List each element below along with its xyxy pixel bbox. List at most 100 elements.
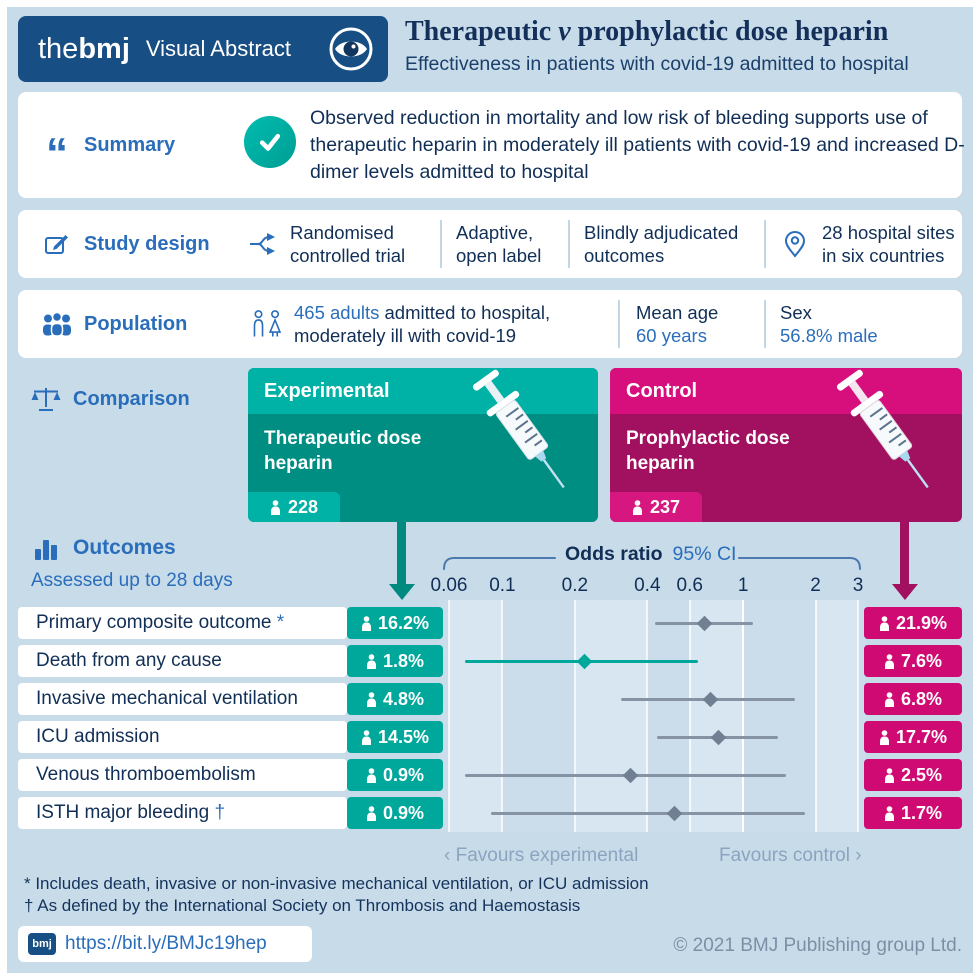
summary-section: “ Summary Observed reduction in mortalit…	[18, 92, 965, 198]
gridline	[646, 600, 649, 832]
plot-band	[858, 600, 866, 832]
gridline	[814, 600, 817, 832]
axis-tick-labels: 0.06 0.1 0.2 0.4 0.6 1 2 3	[431, 575, 866, 597]
reference-line	[742, 600, 745, 832]
study-design-section: Study design Randomised controlled trial …	[18, 210, 962, 278]
person-icon	[270, 499, 280, 515]
experimental-percentage-badge: 16.2%	[347, 607, 443, 639]
study-design-item-blinded: Blindly adjudicated outcomes	[584, 222, 739, 266]
person-icon	[366, 767, 376, 783]
people-icon	[40, 312, 74, 336]
control-percentage-badge: 21.9%	[864, 607, 962, 639]
experimental-percentage-badge: 1.8%	[347, 645, 443, 677]
experimental-arrow	[388, 522, 415, 600]
plot-band	[743, 600, 816, 832]
divider	[440, 220, 442, 268]
control-percentage-badge: 6.8%	[864, 683, 962, 715]
comparison-head: Comparison	[29, 385, 190, 413]
axis-tick: 1	[737, 575, 749, 596]
footnote-asterisk: * Includes death, invasive or non-invasi…	[24, 874, 649, 893]
bmj-logo: bmj	[78, 32, 130, 65]
bmj-logo-box: the bmj Visual Abstract	[18, 16, 388, 82]
summary-text: Observed reduction in mortality and low …	[310, 107, 965, 183]
divider	[568, 220, 570, 268]
forest-plot-panel	[439, 600, 866, 832]
outcome-label: Venous thromboembolism	[18, 759, 347, 791]
plot-band	[815, 600, 858, 832]
outcome-row: Primary composite outcome * 16.2% 21.9%	[18, 607, 962, 639]
person-icon	[632, 499, 642, 515]
axis-bracket	[443, 557, 861, 570]
footnote-marker: *	[276, 612, 285, 633]
plot-band	[689, 600, 744, 832]
control-percentage-badge: 7.6%	[864, 645, 962, 677]
person-icon	[884, 767, 894, 783]
page-subtitle: Effectiveness in patients with covid-19 …	[405, 53, 909, 75]
plot-band	[574, 600, 648, 832]
odds-ratio-marker	[696, 615, 713, 631]
person-icon	[366, 805, 376, 821]
gridline	[501, 600, 504, 832]
experimental-header: Experimental	[248, 368, 598, 414]
control-header: Control	[610, 368, 962, 414]
eye-icon	[328, 26, 374, 72]
control-percentage-badge: 2.5%	[864, 759, 962, 791]
experimental-n-badge: 228	[248, 492, 340, 522]
odds-ratio-marker	[577, 653, 593, 669]
footer-link-box: bmj https://bit.ly/BMJc19hep	[18, 926, 312, 962]
plot-band	[439, 600, 449, 832]
footnote-marker: †	[214, 802, 226, 823]
copyright-text: © 2021 BMJ Publishing group Ltd.	[673, 935, 962, 956]
study-design-item-sites: 28 hospital sites in six countries	[778, 210, 955, 278]
control-name: Prophylactic dose heparin	[626, 428, 790, 474]
favours-control-label: Favours control ›	[719, 845, 862, 866]
ci-overlay	[439, 607, 866, 639]
axis-tick: 0.1	[489, 575, 516, 596]
bmj-mini-logo: bmj	[28, 933, 56, 955]
population-mean-age: Mean age 60 years	[636, 302, 719, 346]
branch-icon	[246, 231, 280, 257]
bmj-logo-the: the	[38, 32, 79, 65]
gridline	[857, 600, 859, 832]
experimental-percentage-badge: 14.5%	[347, 721, 443, 753]
population-section: Population 465 adults admitted to hospit…	[18, 290, 962, 358]
population-count: 465 adults admitted to hospital, moderat…	[250, 290, 550, 358]
odds-ratio-marker	[702, 691, 719, 707]
person-icon	[884, 805, 894, 821]
population-label: Population	[84, 312, 188, 335]
divider	[764, 300, 766, 348]
experimental-percentage-badge: 0.9%	[347, 759, 443, 791]
outcome-row: Venous thromboembolism 0.9% 2.5%	[18, 759, 962, 791]
control-percentage-badge: 17.7%	[864, 721, 962, 753]
gridline	[448, 600, 450, 832]
axis-tick: 0.4	[634, 575, 661, 596]
plot-band	[449, 600, 503, 832]
footer-link[interactable]: https://bit.ly/BMJc19hep	[65, 933, 267, 954]
ci-overlay	[439, 797, 866, 829]
axis-tick: 0.2	[561, 575, 589, 596]
visual-abstract-label: Visual Abstract	[145, 36, 292, 61]
study-design-label: Study design	[84, 232, 210, 255]
plot-band	[502, 600, 575, 832]
axis-tick: 3	[852, 575, 864, 596]
outcome-label: ICU admission	[18, 721, 347, 753]
study-design-item-adaptive: Adaptive, open label	[456, 222, 542, 266]
outcomes-sublabel: Assessed up to 28 days	[31, 570, 233, 591]
title-block: Therapeutic v prophylactic dose heparin …	[405, 16, 965, 76]
divider	[764, 220, 766, 268]
outcomes-head: Outcomes	[29, 536, 176, 560]
experimental-arm-card: Experimental Therapeutic dose heparin 228	[248, 368, 598, 522]
outcome-row: Death from any cause 1.8% 7.6%	[18, 645, 962, 677]
experimental-percentage-badge: 0.9%	[347, 797, 443, 829]
outcome-row: Invasive mechanical ventilation 4.8% 6.8%	[18, 683, 962, 715]
comparison-label: Comparison	[73, 387, 190, 410]
outcome-row: ICU admission 14.5% 17.7%	[18, 721, 962, 753]
ci-overlay	[439, 721, 866, 753]
quote-icon: “	[46, 129, 68, 178]
outcome-label: Primary composite outcome *	[18, 607, 347, 639]
person-icon	[884, 653, 894, 669]
person-icon	[366, 691, 376, 707]
control-n-badge: 237	[610, 492, 702, 522]
axis-tick: 0.06	[430, 575, 468, 596]
